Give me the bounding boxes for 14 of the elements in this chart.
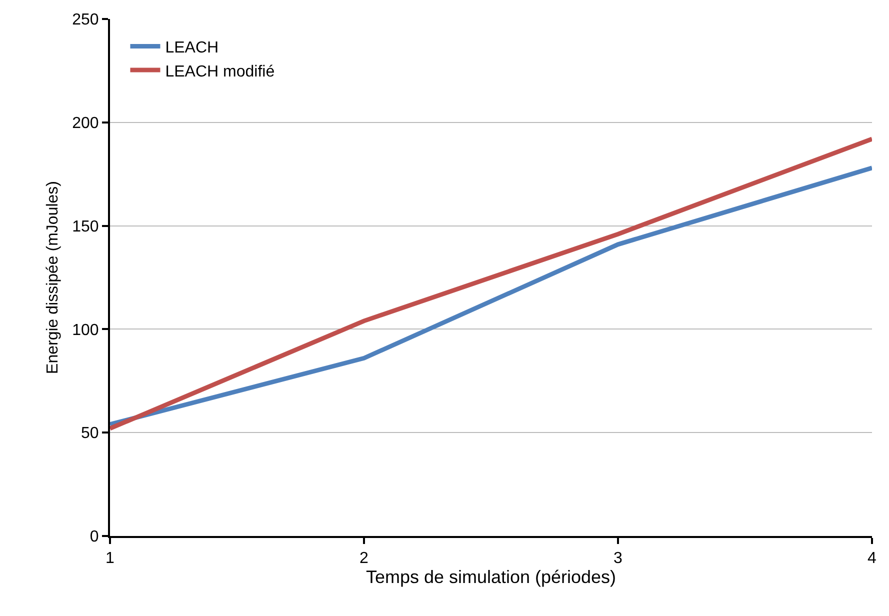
y-tick-label: 150: [72, 218, 99, 236]
y-tick-label: 50: [81, 425, 99, 442]
x-tick-label: 3: [614, 550, 623, 568]
x-tick-label: 2: [360, 550, 369, 568]
y-tick-label: 200: [72, 115, 99, 132]
y-axis-title: Energie dissipée (mJoules): [44, 181, 62, 374]
y-tick-label: 0: [90, 528, 99, 546]
y-tick-label: 100: [72, 322, 99, 339]
x-tick-label: 4: [868, 550, 877, 568]
x-axis-title: Temps de simulation (périodes): [366, 567, 616, 588]
legend-label: LEACH: [165, 39, 219, 56]
x-tick-label: 1: [106, 550, 115, 568]
y-tick-label: 250: [72, 12, 99, 29]
legend-label: LEACH modifié: [165, 63, 275, 80]
